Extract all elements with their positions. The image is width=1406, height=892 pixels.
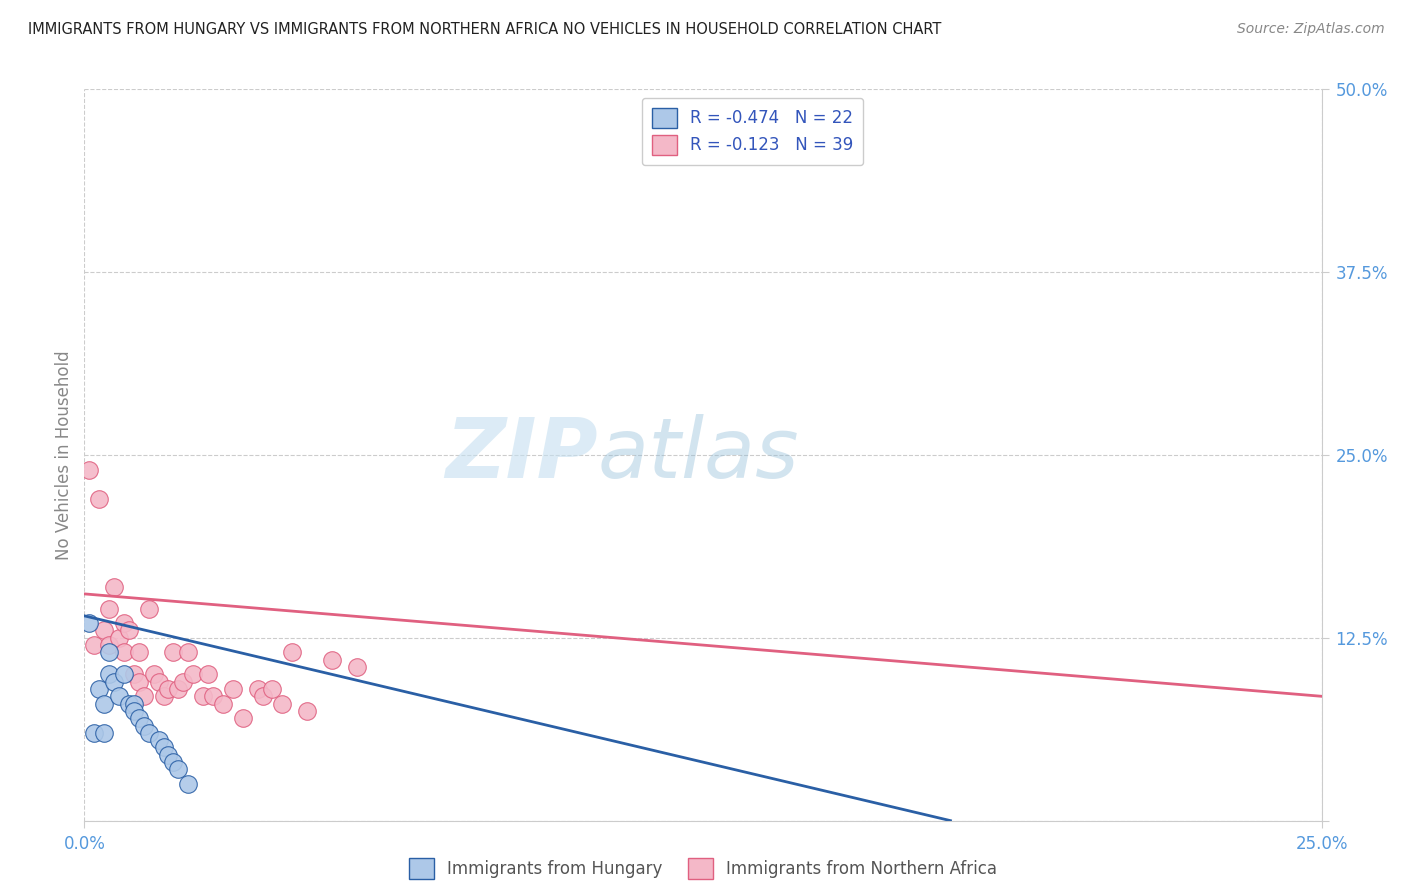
Point xyxy=(162,645,184,659)
Point xyxy=(152,740,174,755)
Point xyxy=(246,681,269,696)
Point xyxy=(262,681,284,696)
Point xyxy=(212,697,235,711)
Point xyxy=(98,638,121,652)
Point xyxy=(321,653,343,667)
Point xyxy=(232,711,254,725)
Point xyxy=(152,690,174,704)
Point xyxy=(83,726,105,740)
Point xyxy=(177,777,200,791)
Point xyxy=(181,667,204,681)
Point xyxy=(89,491,111,506)
Point xyxy=(89,681,111,696)
Point xyxy=(93,697,115,711)
Point xyxy=(103,580,125,594)
Point xyxy=(112,616,135,631)
Text: Source: ZipAtlas.com: Source: ZipAtlas.com xyxy=(1237,22,1385,37)
Point xyxy=(98,667,121,681)
Point xyxy=(83,638,105,652)
Point xyxy=(112,645,135,659)
Point xyxy=(93,726,115,740)
Point xyxy=(128,645,150,659)
Point xyxy=(122,704,145,718)
Text: IMMIGRANTS FROM HUNGARY VS IMMIGRANTS FROM NORTHERN AFRICA NO VEHICLES IN HOUSEH: IMMIGRANTS FROM HUNGARY VS IMMIGRANTS FR… xyxy=(28,22,942,37)
Point xyxy=(167,681,190,696)
Point xyxy=(118,697,141,711)
Point xyxy=(197,667,219,681)
Point xyxy=(108,690,131,704)
Point xyxy=(122,697,145,711)
Point xyxy=(281,645,304,659)
Y-axis label: No Vehicles in Household: No Vehicles in Household xyxy=(55,350,73,560)
Point xyxy=(157,747,180,762)
Point xyxy=(172,674,194,689)
Point xyxy=(148,674,170,689)
Point xyxy=(132,690,155,704)
Point xyxy=(191,690,214,704)
Point xyxy=(271,697,294,711)
Point xyxy=(157,681,180,696)
Point xyxy=(128,711,150,725)
Point xyxy=(346,660,368,674)
Point xyxy=(138,726,160,740)
Point xyxy=(177,645,200,659)
Point xyxy=(79,616,101,631)
Point xyxy=(112,667,135,681)
Point xyxy=(162,755,184,769)
Point xyxy=(222,681,245,696)
Point xyxy=(142,667,165,681)
Point xyxy=(103,674,125,689)
Text: atlas: atlas xyxy=(598,415,800,495)
Point xyxy=(122,667,145,681)
Point xyxy=(295,704,318,718)
Point xyxy=(118,624,141,638)
Point xyxy=(128,674,150,689)
Point xyxy=(138,601,160,615)
Point xyxy=(252,690,274,704)
Point xyxy=(148,733,170,747)
Point xyxy=(108,631,131,645)
Point xyxy=(132,718,155,732)
Point xyxy=(98,645,121,659)
Point xyxy=(167,763,190,777)
Point xyxy=(79,462,101,476)
Point xyxy=(93,624,115,638)
Legend: Immigrants from Hungary, Immigrants from Northern Africa: Immigrants from Hungary, Immigrants from… xyxy=(402,852,1004,886)
Point xyxy=(202,690,225,704)
Point xyxy=(98,601,121,615)
Text: ZIP: ZIP xyxy=(446,415,598,495)
